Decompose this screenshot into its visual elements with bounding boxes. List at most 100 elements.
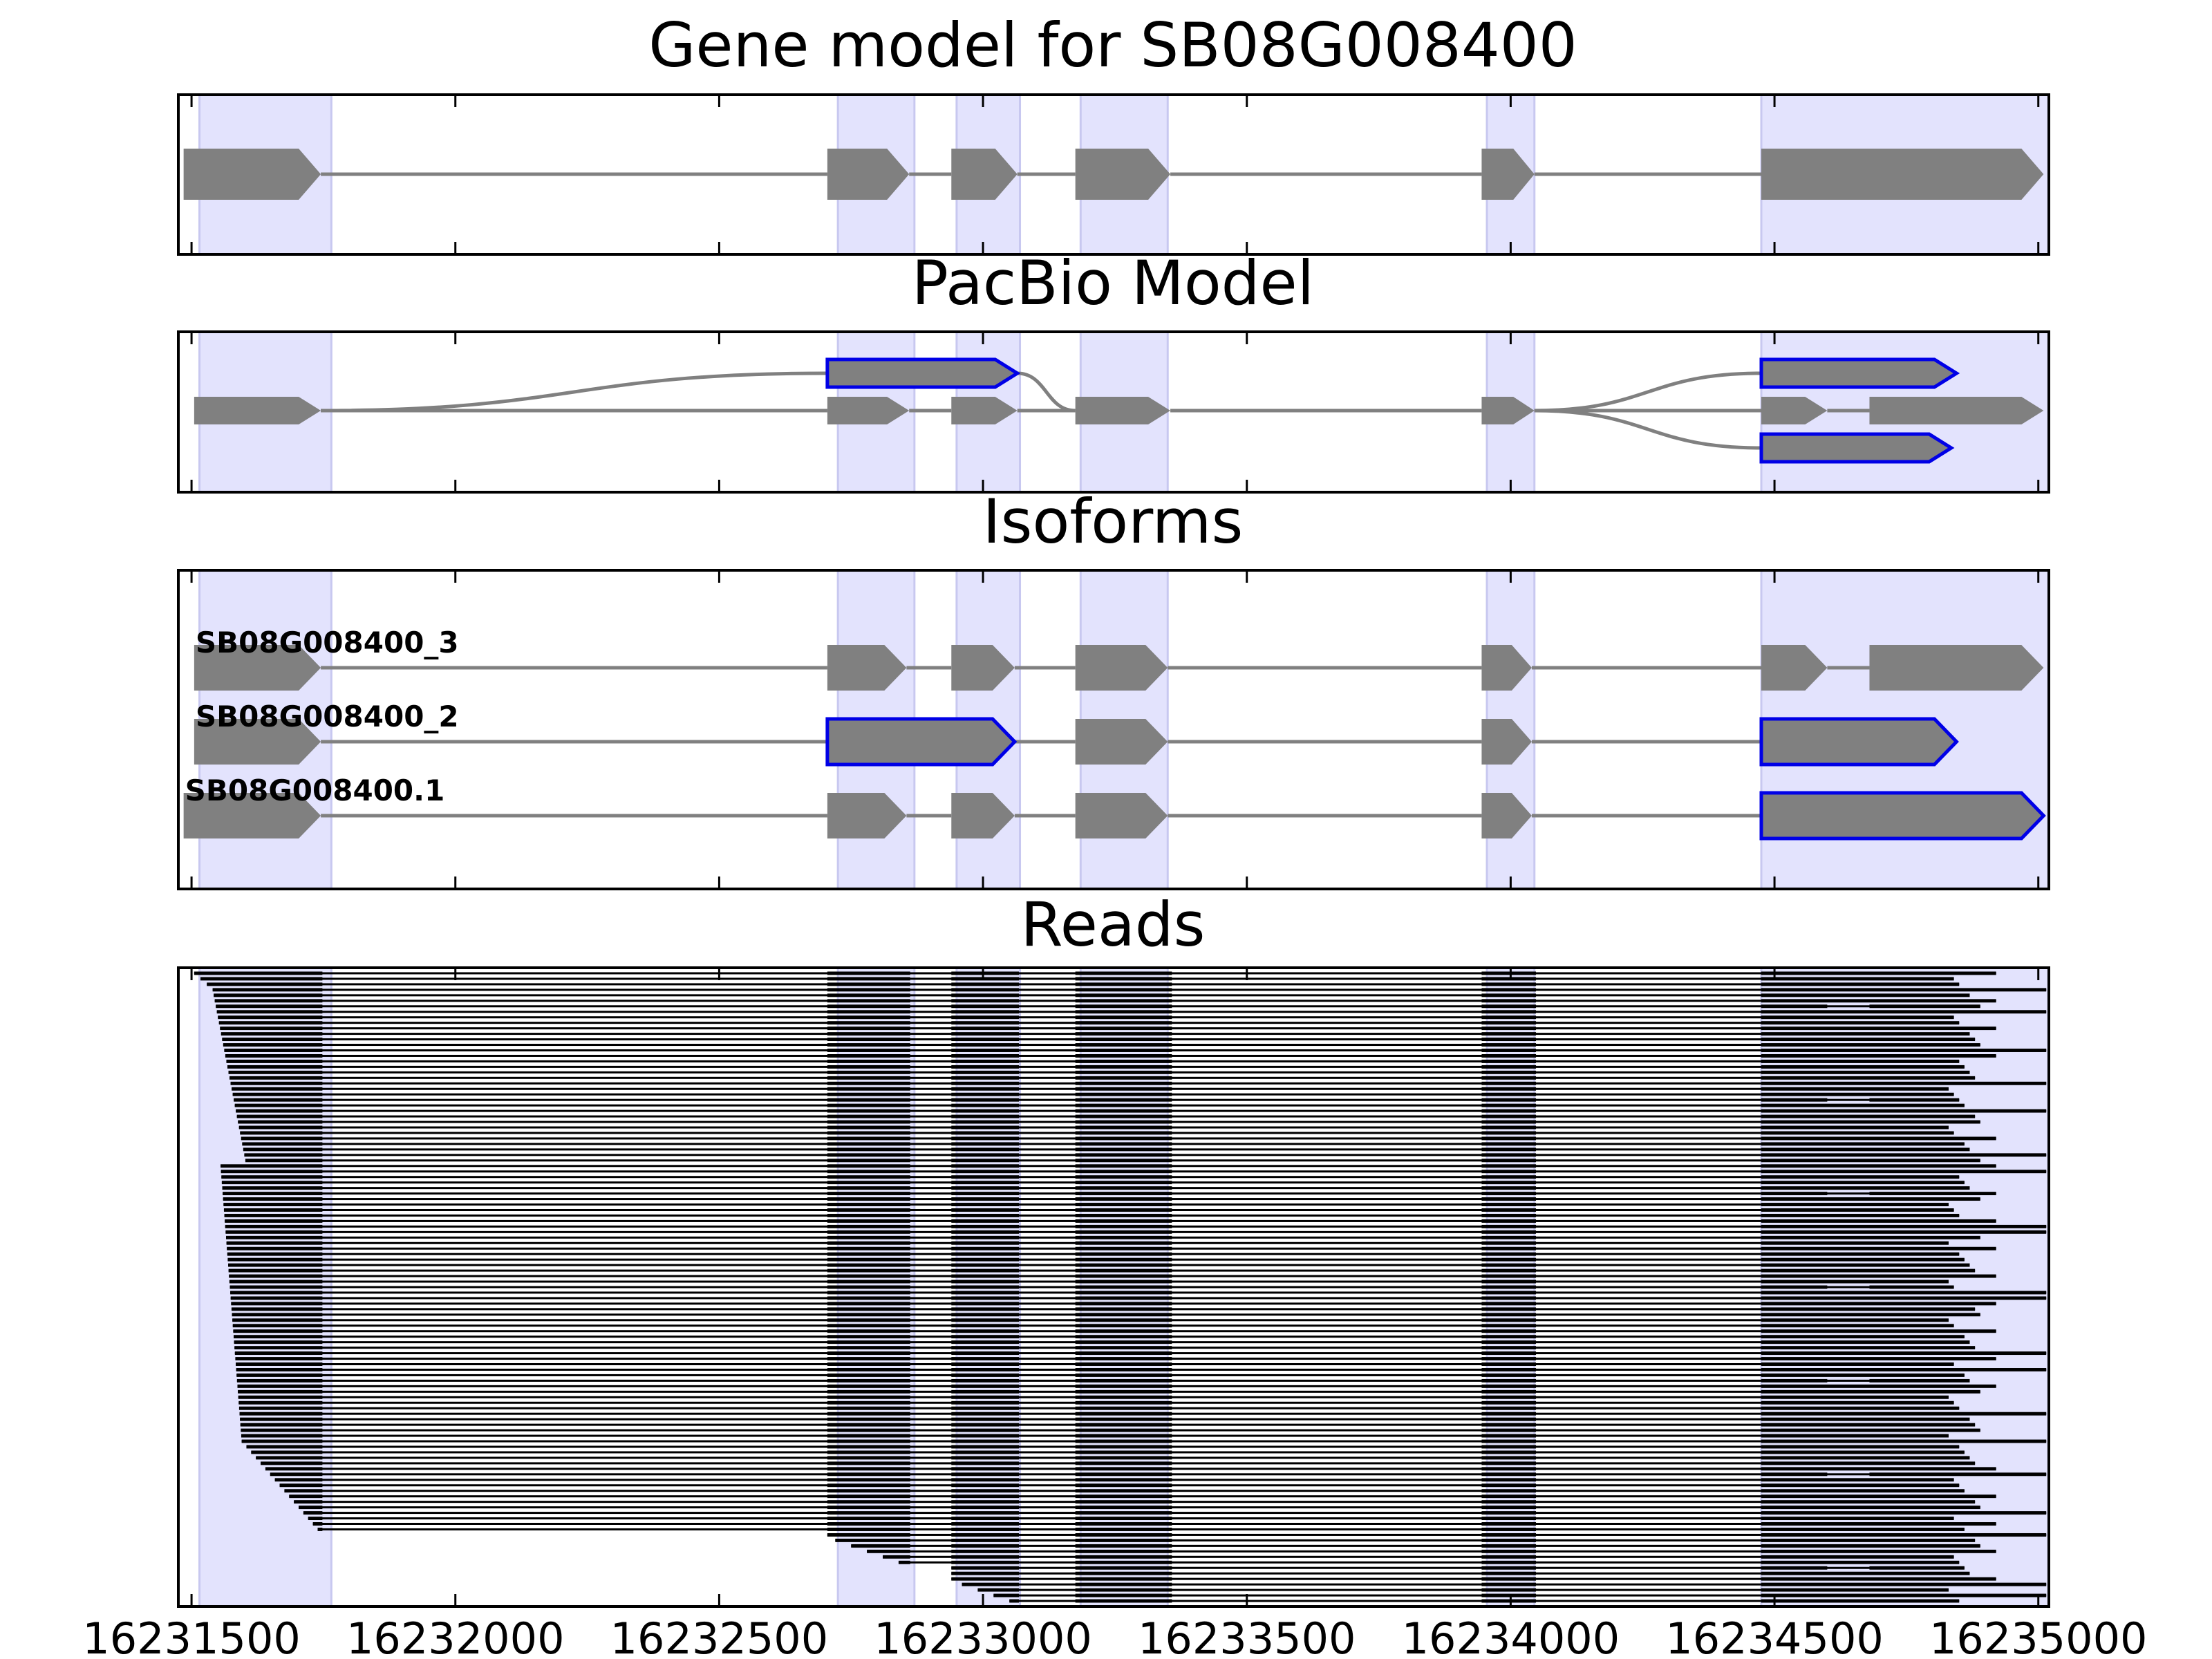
exon-arrow bbox=[827, 397, 910, 424]
read-block bbox=[951, 1263, 1019, 1267]
isoforms-panel: Isoforms SB08G008400_3SB08G008400_2SB08G… bbox=[177, 486, 2050, 890]
read-block bbox=[1481, 1412, 1537, 1416]
read-block bbox=[951, 1461, 1019, 1465]
read-block bbox=[1481, 1142, 1537, 1146]
exon-arrow bbox=[827, 645, 907, 691]
read-block bbox=[1481, 1170, 1537, 1174]
read-block bbox=[1761, 1450, 1965, 1454]
read-block bbox=[229, 1285, 323, 1289]
read-block bbox=[317, 1528, 323, 1531]
read-block bbox=[827, 1065, 910, 1069]
read-block bbox=[1869, 1004, 1980, 1009]
read-block bbox=[827, 1400, 910, 1405]
pacbio-model-title: PacBio Model bbox=[912, 247, 1314, 319]
read-block bbox=[951, 1324, 1019, 1328]
gene-model-title: Gene model for SB08G008400 bbox=[648, 10, 1577, 81]
read-block bbox=[1481, 1059, 1537, 1063]
read-block bbox=[1481, 1549, 1537, 1553]
read-block bbox=[1075, 1274, 1172, 1278]
read-block bbox=[951, 1302, 1019, 1306]
read-block bbox=[827, 1340, 910, 1344]
read-block bbox=[951, 1032, 1019, 1036]
read-block bbox=[827, 1136, 910, 1141]
exon-arrow bbox=[951, 397, 1018, 424]
read-block bbox=[1761, 1517, 1954, 1521]
read-block bbox=[229, 1274, 323, 1278]
read-block bbox=[1075, 1076, 1172, 1080]
read-block bbox=[1481, 1081, 1537, 1085]
read-block bbox=[218, 1015, 323, 1020]
read-block bbox=[218, 1021, 323, 1025]
isoform-tracks: SB08G008400_3 SB08G008400_2 SB08G008400.1 bbox=[183, 626, 2046, 841]
read-block bbox=[1075, 1103, 1172, 1107]
read-block bbox=[827, 1500, 910, 1504]
read-block bbox=[951, 1494, 1019, 1499]
exon-arrow bbox=[1075, 719, 1168, 765]
read-block bbox=[1481, 1368, 1537, 1371]
read-block bbox=[1761, 1197, 1980, 1201]
read-block bbox=[951, 1489, 1019, 1493]
pacbio-model-panel: PacBio Model bbox=[177, 247, 2050, 494]
read-block bbox=[1761, 1224, 2047, 1228]
read-block bbox=[827, 1059, 910, 1063]
read-block bbox=[951, 1098, 1019, 1102]
isoforms-title: Isoforms bbox=[983, 486, 1244, 557]
read-block bbox=[238, 1125, 323, 1130]
read-block bbox=[1075, 1038, 1172, 1042]
read-block bbox=[951, 1136, 1019, 1141]
read-block bbox=[233, 1329, 323, 1333]
read-block bbox=[1075, 1032, 1172, 1036]
read-block bbox=[1761, 1252, 1960, 1256]
read-block bbox=[1761, 1445, 1960, 1449]
read-block bbox=[827, 1362, 910, 1366]
read-block bbox=[827, 1252, 910, 1256]
pacbio-model-frame bbox=[177, 330, 2050, 494]
read-block bbox=[1481, 1038, 1537, 1042]
read-block bbox=[1481, 1147, 1537, 1152]
read-block bbox=[1761, 1004, 1828, 1009]
read-block bbox=[1075, 1439, 1172, 1443]
read-block bbox=[1075, 1203, 1172, 1206]
read-block bbox=[827, 982, 910, 986]
read-block bbox=[1075, 1450, 1172, 1454]
read-block bbox=[270, 1472, 323, 1477]
read-block bbox=[827, 1114, 910, 1118]
read-block bbox=[827, 1241, 910, 1245]
read-block bbox=[1481, 1528, 1537, 1531]
read-block bbox=[951, 1528, 1019, 1531]
read-block bbox=[1761, 993, 1970, 997]
read-block bbox=[1761, 1582, 2047, 1586]
read-block bbox=[827, 1285, 910, 1289]
read-block bbox=[1481, 1302, 1537, 1306]
read-block bbox=[1481, 1159, 1537, 1163]
read-block bbox=[214, 999, 323, 1003]
read-block bbox=[229, 1280, 323, 1284]
read-block bbox=[1761, 1219, 1996, 1223]
read-block bbox=[951, 1428, 1019, 1432]
read-block bbox=[1761, 1038, 1976, 1042]
read-block bbox=[1075, 1224, 1172, 1228]
read-block bbox=[827, 1329, 910, 1333]
read-block bbox=[1761, 1053, 1996, 1058]
read-block bbox=[1481, 1472, 1537, 1477]
read-block bbox=[1761, 1329, 1996, 1333]
read-block bbox=[951, 1230, 1019, 1234]
read-block bbox=[1481, 1593, 1537, 1597]
read-block bbox=[951, 977, 1019, 981]
x-tick-label: 16231500 bbox=[82, 1613, 301, 1659]
read-block bbox=[1075, 1235, 1172, 1239]
read-block bbox=[1481, 1500, 1537, 1504]
read-block bbox=[1481, 1087, 1537, 1091]
read-block bbox=[1481, 1538, 1537, 1542]
read-block bbox=[1075, 1252, 1172, 1256]
read-block bbox=[827, 1153, 910, 1157]
read-block bbox=[1761, 1032, 1970, 1036]
read-block bbox=[951, 1511, 1019, 1515]
read-block bbox=[827, 1076, 910, 1080]
read-block bbox=[1075, 1528, 1172, 1531]
read-block bbox=[951, 1291, 1019, 1295]
read-block bbox=[1761, 1136, 1996, 1141]
reads-ticks bbox=[190, 968, 2040, 1606]
read-block bbox=[827, 999, 910, 1003]
read-block bbox=[1481, 1434, 1537, 1438]
